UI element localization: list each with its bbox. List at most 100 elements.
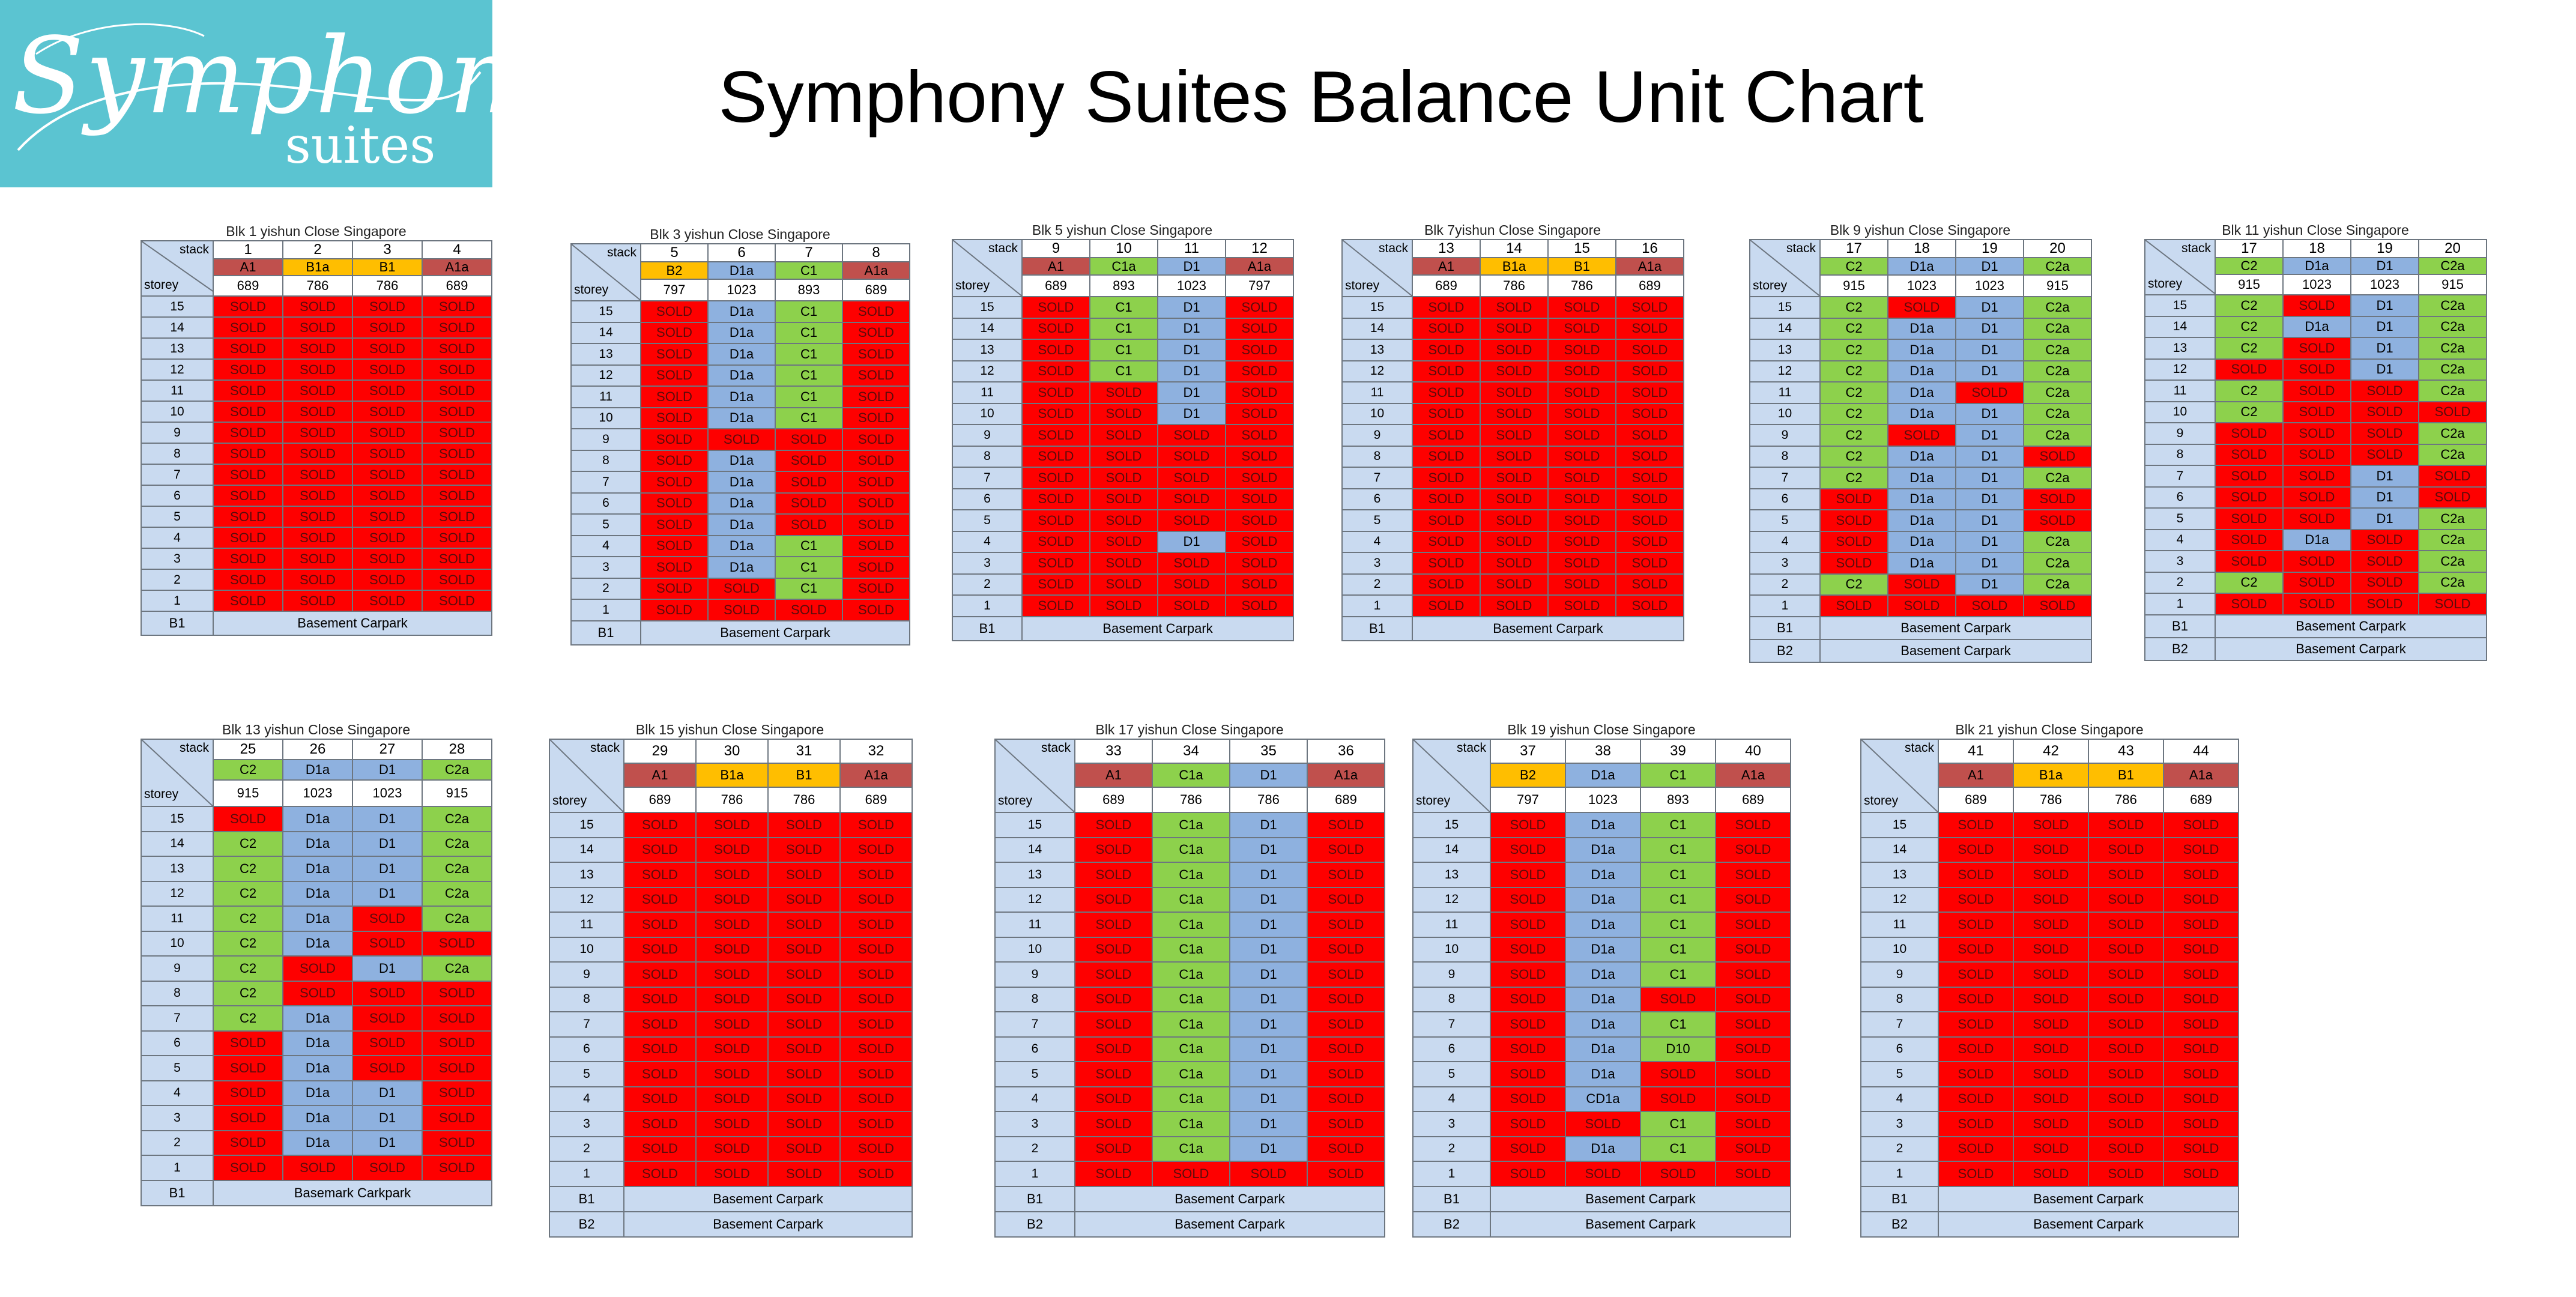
storey-number: 2 [994,1135,1075,1162]
unit-sold: SOLD [422,1105,492,1131]
unit-size: 689 [1938,787,2014,813]
unit-sold: SOLD [1615,488,1684,510]
storey-number: 12 [994,886,1075,913]
unit-type: B1a [282,258,353,276]
storey-number: 6 [952,488,1023,510]
unit-sold: SOLD [1490,1061,1566,1087]
unit-available: C2 [2215,315,2284,338]
unit-sold: SOLD [839,1161,913,1187]
storey-number: 5 [549,1061,624,1087]
unit-sold: SOLD [352,379,423,402]
storey-row: 13 SOLD D1a C1 SOLD [570,343,910,366]
unit-sold: SOLD [2013,986,2089,1012]
basement-row: B2 Basement Carpark [549,1211,913,1238]
storey-row: 14 SOLD C1 D1 SOLD [952,317,1294,340]
unit-sold: SOLD [839,1111,913,1137]
unit-type: D1a [1887,257,1956,276]
unit-sold: SOLD [1615,467,1684,489]
unit-sold: SOLD [1615,445,1684,468]
unit-sold: SOLD [2350,379,2419,402]
unit-sold: SOLD [767,961,841,988]
storey-row: 9 SOLD SOLD SOLD SOLD [1341,424,1684,447]
storey-number: 7 [1412,1011,1491,1038]
unit-sold: SOLD [842,471,910,494]
unit-sold: SOLD [1938,1111,2014,1137]
unit-sold: SOLD [623,936,697,963]
unit-sold: SOLD [2215,486,2284,509]
unit-type: A1a [1615,257,1684,276]
unit-available: D1a [707,534,776,557]
unit-size: 1023 [2282,274,2351,295]
unit-available: D1 [1229,1111,1308,1137]
unit-sold: SOLD [623,1111,697,1137]
storey-number: 6 [1749,488,1821,510]
basement-label: Basement Carpark [1490,1211,1791,1238]
block-table: stack storey 17 18 19 20 C2 D1a D1 C2a 915 1023 1023… [2144,239,2487,661]
unit-sold: SOLD [1225,339,1294,361]
storey-number: 8 [141,980,214,1006]
unit-sold: SOLD [839,886,913,913]
unit-sold: SOLD [1819,594,1888,617]
unit-available: D1 [1157,530,1226,553]
unit-sold: SOLD [1307,1086,1385,1112]
storey-row: 14 SOLD D1a C1 SOLD [1412,836,1791,863]
storey-number: 5 [2144,507,2216,530]
unit-available: D1 [2350,358,2419,381]
storey-row: 11 SOLD D1a C1 SOLD [570,385,910,408]
block-2: Blk 3 yishun Close Singapore stack storey 5… [570,225,910,645]
block-title: Blk 11 yishun Close Singapore [2222,222,2409,238]
unit-available: D1a [1887,339,1956,361]
storey-row: 5 SOLD C1a D1 SOLD [994,1061,1385,1087]
unit-available: D1 [1157,360,1226,382]
unit-sold: SOLD [1490,986,1566,1012]
block-1: Blk 1 yishun Close Singapore stack storey 1… [141,222,492,636]
unit-sold: SOLD [352,569,423,591]
unit-sold: SOLD [2163,1061,2239,1087]
unit-available: C2 [213,880,283,907]
storey-number: 15 [141,806,214,832]
unit-available: C2 [1819,402,1888,425]
unit-type: A1a [839,763,913,788]
unit-sold: SOLD [1307,1161,1385,1187]
unit-available: C2a [2023,360,2092,382]
unit-available: D1 [1229,862,1308,888]
unit-sold: SOLD [2282,401,2351,423]
unit-available: D10 [1640,1036,1716,1062]
unit-sold: SOLD [1412,552,1481,575]
storey-number: 9 [549,961,624,988]
block-table: stack storey 17 18 19 20 C2 D1a D1 C2a 915 1023 1023… [1749,239,2092,663]
unit-sold: SOLD [1021,402,1090,425]
unit-available: D1a [1887,317,1956,340]
unit-available: D1a [282,1129,353,1156]
unit-available: D1 [1955,317,2024,340]
unit-available: C2a [2023,317,2092,340]
block-5: Blk 9 yishun Close Singapore stack storey 1… [1749,221,2092,663]
unit-sold: SOLD [842,343,910,366]
unit-sold: SOLD [1819,530,1888,553]
storey-row: 6 SOLD C1a D1 SOLD [994,1036,1385,1062]
basement-level: B1 [1749,615,1821,640]
unit-sold: SOLD [1480,530,1549,553]
storey-number: 10 [952,402,1023,425]
unit-sold: SOLD [2013,1036,2089,1062]
storey-number: 6 [1341,488,1413,510]
storey-row: 13 SOLD SOLD SOLD SOLD [1860,862,2239,888]
storey-number: 9 [1749,424,1821,447]
unit-sold: SOLD [1938,812,2014,838]
unit-available: D1 [2350,465,2419,488]
unit-type: D1a [1565,763,1641,788]
unit-sold: SOLD [2163,936,2239,963]
unit-size: 786 [1480,274,1549,297]
unit-sold: SOLD [1715,1111,1791,1137]
unit-sold: SOLD [767,1011,841,1038]
unit-sold: SOLD [422,443,492,465]
unit-sold: SOLD [282,358,353,381]
block-title: Blk 17 yishun Close Singapore [1095,722,1284,737]
unit-sold: SOLD [1640,1061,1716,1087]
storey-number: 11 [549,912,624,938]
stack-number: 35 [1229,739,1308,764]
unit-sold: SOLD [839,862,913,888]
unit-sold: SOLD [1490,1135,1566,1162]
storey-row: 11 SOLD SOLD SOLD SOLD [549,912,913,938]
block-4: Blk 7yishun Close Singapore stack storey 13… [1341,221,1684,641]
